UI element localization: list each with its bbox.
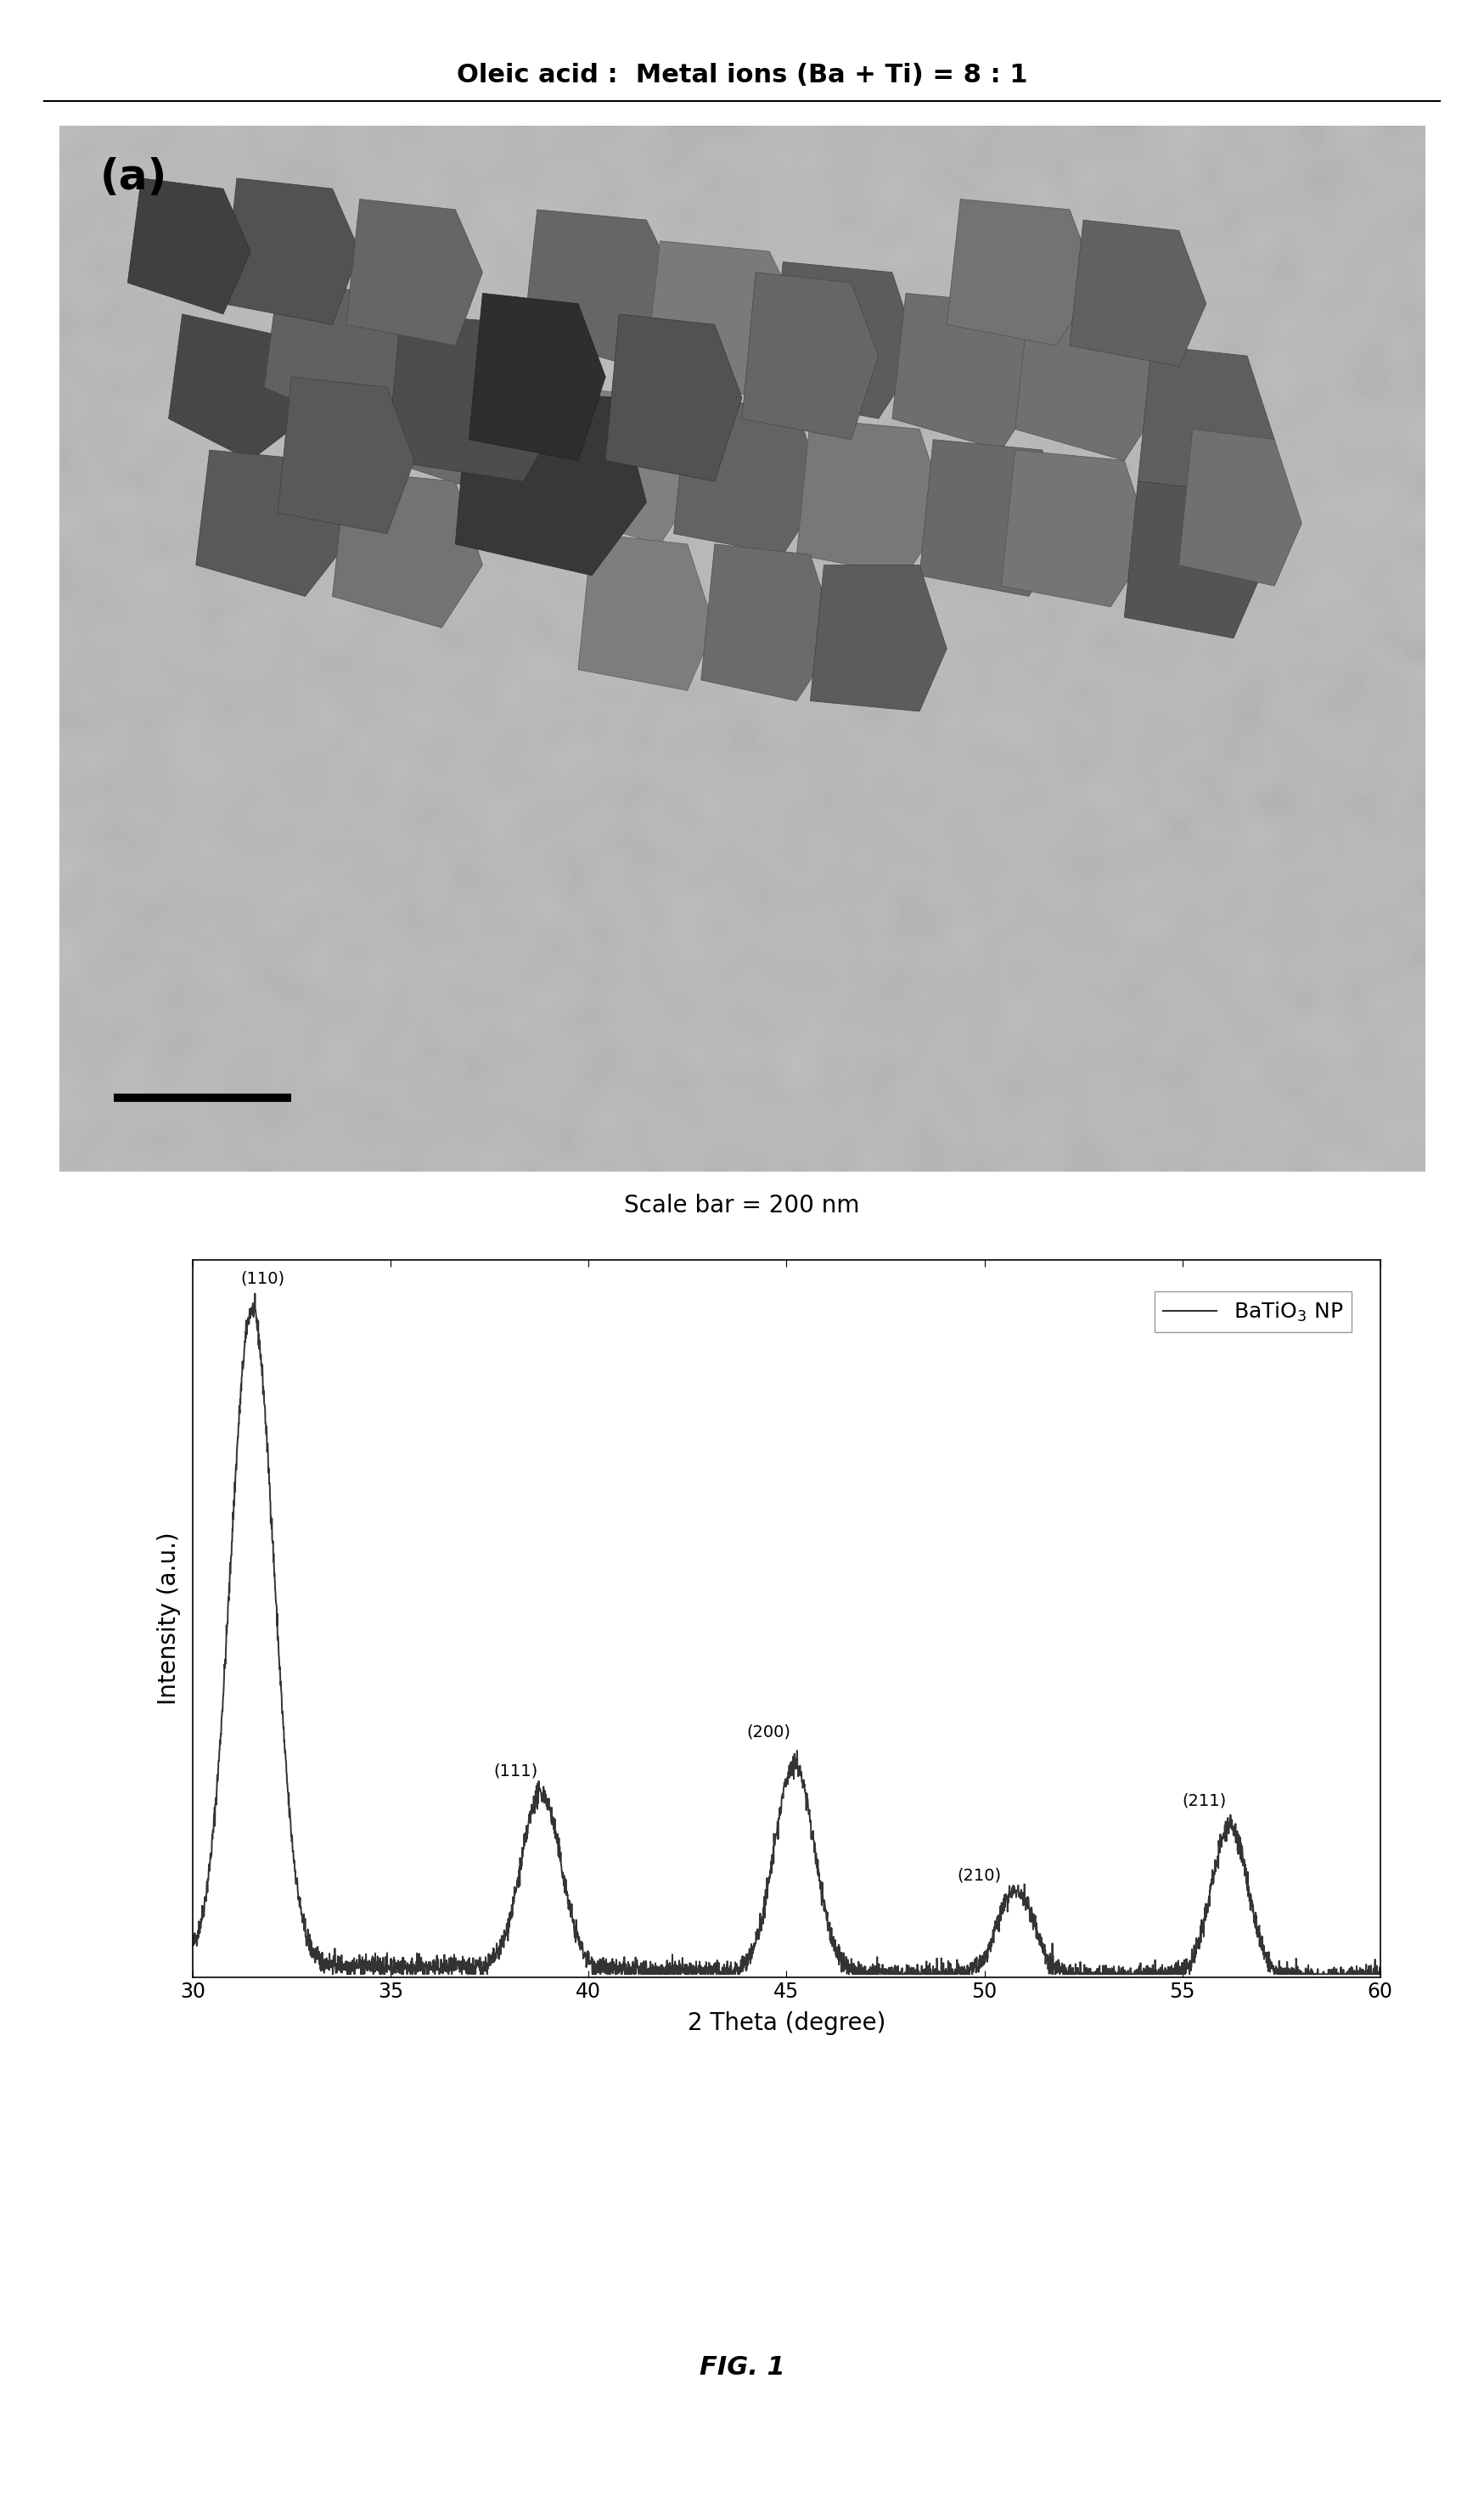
Polygon shape: [797, 418, 947, 574]
Polygon shape: [1002, 451, 1152, 607]
Text: (200): (200): [746, 1723, 791, 1741]
Polygon shape: [647, 242, 810, 398]
Polygon shape: [169, 315, 306, 461]
Text: Scale bar = 200 nm: Scale bar = 200 nm: [625, 1194, 859, 1217]
Text: FIG. 1: FIG. 1: [699, 2355, 785, 2380]
Polygon shape: [551, 388, 700, 544]
Text: (a): (a): [101, 156, 168, 199]
Polygon shape: [387, 335, 537, 491]
Polygon shape: [1015, 305, 1165, 461]
Polygon shape: [700, 544, 837, 700]
Y-axis label: Intensity (a.u.): Intensity (a.u.): [157, 1532, 181, 1705]
Polygon shape: [605, 315, 742, 481]
Text: (110): (110): [240, 1270, 285, 1287]
Polygon shape: [920, 438, 1070, 597]
Polygon shape: [128, 179, 251, 315]
Polygon shape: [674, 398, 824, 554]
Polygon shape: [1125, 481, 1261, 637]
Polygon shape: [387, 315, 564, 481]
Polygon shape: [1070, 219, 1206, 365]
Polygon shape: [810, 564, 947, 710]
Text: (211): (211): [1183, 1794, 1227, 1809]
Polygon shape: [769, 262, 920, 418]
Polygon shape: [742, 272, 879, 438]
Polygon shape: [223, 179, 359, 325]
Text: (111): (111): [494, 1763, 539, 1778]
Polygon shape: [1138, 345, 1275, 501]
Polygon shape: [524, 209, 687, 365]
Text: Oleic acid :  Metal ions (Ba + Ti) = 8 : 1: Oleic acid : Metal ions (Ba + Ti) = 8 : …: [457, 63, 1027, 88]
Legend: BaTiO$_3$ NP: BaTiO$_3$ NP: [1155, 1292, 1352, 1333]
Polygon shape: [579, 534, 715, 690]
Polygon shape: [278, 378, 414, 534]
Polygon shape: [346, 199, 482, 345]
Polygon shape: [264, 282, 414, 428]
X-axis label: 2 Theta (degree): 2 Theta (degree): [687, 2010, 886, 2035]
Polygon shape: [892, 292, 1042, 451]
Polygon shape: [469, 292, 605, 461]
Text: (210): (210): [957, 1867, 1000, 1884]
Polygon shape: [196, 451, 346, 597]
Polygon shape: [456, 388, 647, 574]
Polygon shape: [1178, 428, 1301, 587]
Polygon shape: [332, 471, 482, 627]
Polygon shape: [947, 199, 1097, 345]
